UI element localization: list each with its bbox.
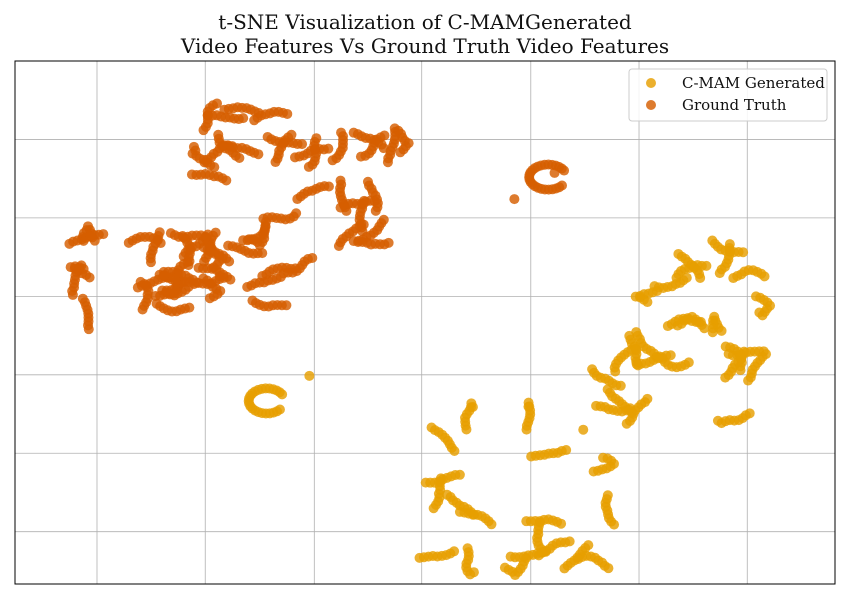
point-s1-25 [557, 180, 568, 191]
point-s1-358 [67, 289, 78, 300]
point-s1-214 [303, 161, 314, 172]
point-s1-259 [213, 129, 224, 140]
point-s0-50 [486, 519, 497, 530]
point-s0-365 [701, 260, 712, 271]
point-s1-448 [165, 228, 176, 239]
point-s1-548 [509, 194, 520, 205]
point-s0-122 [523, 401, 534, 412]
chart-title-line-2: Video Features Vs Ground Truth Video Fea… [180, 34, 670, 58]
point-s0-275 [743, 375, 754, 386]
point-s0-420 [304, 370, 315, 381]
series-1 [64, 98, 570, 335]
chart-title-line-1: t-SNE Visualization of C-MAMGenerated [218, 10, 632, 34]
point-s1-349 [77, 293, 88, 304]
point-s0-419 [695, 272, 706, 283]
point-s1-493 [307, 252, 318, 263]
point-s0-104 [428, 503, 439, 514]
point-s1-196 [238, 113, 249, 124]
point-s1-394 [150, 290, 161, 301]
point-s0-329 [712, 415, 723, 426]
point-s1-178 [262, 131, 273, 142]
plot-frame [14, 60, 836, 585]
point-s1-106 [253, 149, 264, 160]
point-s0-320 [630, 343, 641, 354]
legend: C-MAM Generated Ground Truth [628, 68, 828, 122]
point-s1-466 [257, 248, 268, 259]
point-s1-250 [186, 169, 197, 180]
point-s1-511 [225, 274, 236, 285]
point-s0-68 [499, 562, 510, 573]
point-s1-538 [281, 300, 292, 311]
point-s1-529 [242, 281, 253, 292]
point-s0-311 [695, 316, 706, 327]
point-s0-239 [631, 359, 642, 370]
point-s1-439 [135, 276, 146, 287]
point-s1-160 [327, 155, 338, 166]
point-s0-158 [469, 509, 480, 520]
point-s1-403 [198, 273, 209, 284]
point-s0-347 [707, 327, 718, 338]
point-s0-167 [426, 422, 437, 433]
legend-label-1: Ground Truth [682, 96, 787, 114]
point-s0-140 [454, 469, 465, 480]
legend-marker-0 [646, 78, 656, 88]
legend-box [628, 68, 828, 122]
point-s1-187 [353, 235, 364, 246]
grid [15, 61, 835, 584]
point-s0-392 [707, 235, 718, 246]
point-s1-547 [178, 251, 189, 262]
point-s1-430 [145, 257, 156, 268]
series-0 [243, 235, 776, 581]
point-s0-77 [414, 552, 425, 563]
point-s1-97 [292, 194, 303, 205]
point-s1-322 [184, 302, 195, 313]
point-s1-61 [335, 175, 346, 186]
point-s1-205 [323, 143, 334, 154]
points-layer [64, 98, 776, 581]
point-s0-302 [653, 351, 664, 362]
point-s1-43 [333, 241, 344, 252]
point-s1-115 [188, 141, 199, 152]
point-s1-286 [211, 98, 222, 109]
point-s0-149 [462, 543, 473, 554]
point-s1-34 [362, 176, 373, 187]
point-s0-410 [652, 285, 663, 296]
point-s1-223 [258, 213, 269, 224]
point-s0-338 [602, 384, 613, 395]
point-s0-421 [578, 424, 589, 435]
point-s1-549 [549, 167, 560, 178]
point-s0-86 [561, 445, 572, 456]
point-s0-293 [621, 418, 632, 429]
point-s0-383 [714, 268, 725, 279]
point-s0-356 [728, 273, 739, 284]
point-s1-475 [177, 231, 188, 242]
point-s0-113 [467, 402, 478, 413]
chart-title: t-SNE Visualization of C-MAMGenerated Vi… [0, 10, 850, 58]
point-s1-133 [355, 151, 366, 162]
point-s1-124 [382, 157, 393, 168]
point-s1-385 [64, 238, 75, 249]
point-s1-520 [159, 270, 170, 281]
point-s1-277 [270, 157, 281, 168]
point-s0-266 [720, 341, 731, 352]
point-s1-169 [282, 108, 293, 119]
point-s0-176 [583, 540, 594, 551]
point-s1-268 [395, 147, 406, 158]
point-s1-52 [383, 237, 394, 248]
point-s0-23 [274, 404, 285, 415]
point-s1-457 [224, 256, 235, 267]
legend-label-0: C-MAM Generated [682, 74, 825, 92]
point-s1-241 [219, 104, 230, 115]
point-s0-185 [556, 518, 567, 529]
point-s1-88 [348, 127, 359, 138]
legend-marker-1 [646, 100, 656, 110]
point-s0-131 [505, 551, 516, 562]
point-s1-232 [369, 196, 380, 207]
point-s0-95 [598, 452, 609, 463]
point-s0-374 [754, 307, 765, 318]
point-s0-230 [587, 364, 598, 375]
point-s0-59 [609, 519, 620, 530]
point-s0-194 [573, 553, 584, 564]
